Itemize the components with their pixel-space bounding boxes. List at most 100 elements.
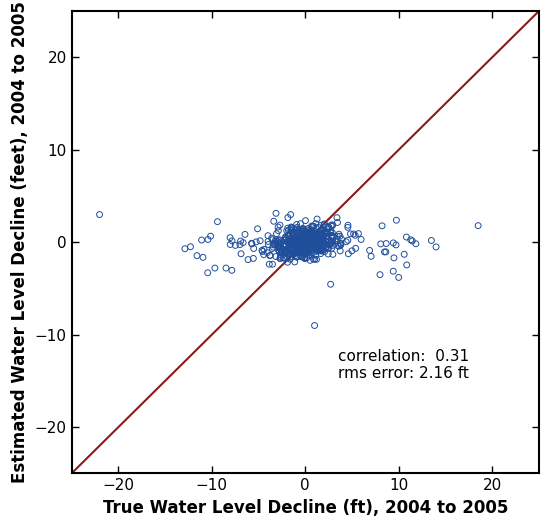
- Point: [298, 231, 306, 239]
- Point: [344, 250, 353, 258]
- Point: [289, 235, 298, 244]
- Point: [281, 242, 290, 250]
- Point: [292, 247, 300, 255]
- Point: [307, 225, 316, 234]
- Point: [296, 236, 305, 244]
- Point: [264, 240, 273, 249]
- Point: [295, 244, 304, 252]
- Point: [317, 221, 326, 230]
- Point: [318, 246, 327, 254]
- Point: [302, 234, 311, 243]
- Point: [307, 232, 316, 240]
- Point: [310, 235, 319, 244]
- Point: [307, 230, 316, 239]
- Point: [343, 223, 352, 232]
- Point: [317, 247, 326, 256]
- Point: [197, 236, 206, 244]
- Point: [295, 237, 304, 245]
- Point: [305, 239, 314, 248]
- Point: [328, 232, 337, 241]
- Point: [289, 249, 298, 258]
- Point: [311, 231, 320, 240]
- Point: [287, 224, 295, 232]
- Point: [283, 224, 292, 232]
- Point: [268, 235, 277, 244]
- Point: [296, 220, 305, 228]
- Point: [258, 247, 267, 256]
- Point: [315, 238, 323, 247]
- Point: [290, 239, 299, 247]
- Point: [275, 247, 284, 256]
- Point: [306, 235, 315, 244]
- Point: [299, 224, 307, 233]
- Point: [295, 232, 304, 241]
- Point: [327, 222, 336, 231]
- Point: [302, 249, 311, 258]
- Point: [307, 237, 316, 246]
- Point: [298, 233, 307, 242]
- Point: [272, 209, 280, 218]
- Point: [327, 237, 336, 245]
- Point: [276, 254, 284, 263]
- Point: [317, 235, 326, 244]
- Point: [295, 244, 304, 252]
- Point: [318, 231, 327, 239]
- Point: [293, 228, 301, 236]
- Point: [333, 234, 342, 243]
- Point: [329, 233, 338, 241]
- Point: [309, 233, 318, 242]
- Point: [213, 218, 222, 226]
- Point: [301, 238, 310, 246]
- Point: [283, 238, 292, 246]
- Point: [283, 258, 292, 267]
- Point: [312, 239, 321, 248]
- Point: [301, 233, 310, 241]
- Point: [286, 245, 295, 253]
- Point: [289, 231, 298, 240]
- Point: [301, 247, 310, 255]
- Point: [244, 256, 252, 264]
- Point: [298, 243, 306, 251]
- Point: [279, 253, 288, 262]
- Point: [294, 232, 302, 240]
- Point: [296, 242, 305, 251]
- Point: [334, 242, 343, 250]
- Point: [314, 244, 322, 253]
- Point: [314, 223, 323, 232]
- Point: [204, 269, 212, 277]
- Point: [301, 238, 310, 247]
- Point: [298, 243, 306, 252]
- Point: [298, 242, 306, 251]
- Point: [318, 231, 327, 239]
- Point: [406, 235, 415, 244]
- Point: [281, 249, 290, 258]
- Point: [315, 238, 324, 246]
- Point: [211, 264, 219, 272]
- Point: [263, 237, 272, 246]
- Point: [296, 244, 305, 253]
- Point: [312, 243, 321, 251]
- Point: [302, 246, 311, 254]
- Point: [310, 240, 318, 248]
- Point: [298, 238, 306, 247]
- Point: [382, 239, 390, 248]
- Point: [271, 241, 279, 249]
- Point: [400, 250, 409, 259]
- Point: [296, 245, 305, 253]
- Point: [292, 238, 300, 246]
- Point: [293, 252, 301, 260]
- Point: [285, 242, 294, 251]
- Point: [301, 235, 310, 243]
- Point: [301, 237, 310, 246]
- Point: [295, 229, 304, 237]
- Point: [307, 244, 316, 253]
- Point: [324, 241, 333, 249]
- Point: [318, 236, 327, 244]
- Point: [297, 239, 306, 247]
- Point: [288, 246, 296, 254]
- Point: [389, 239, 398, 247]
- Point: [306, 256, 315, 265]
- Point: [296, 242, 305, 251]
- Point: [294, 240, 303, 248]
- Point: [301, 216, 310, 225]
